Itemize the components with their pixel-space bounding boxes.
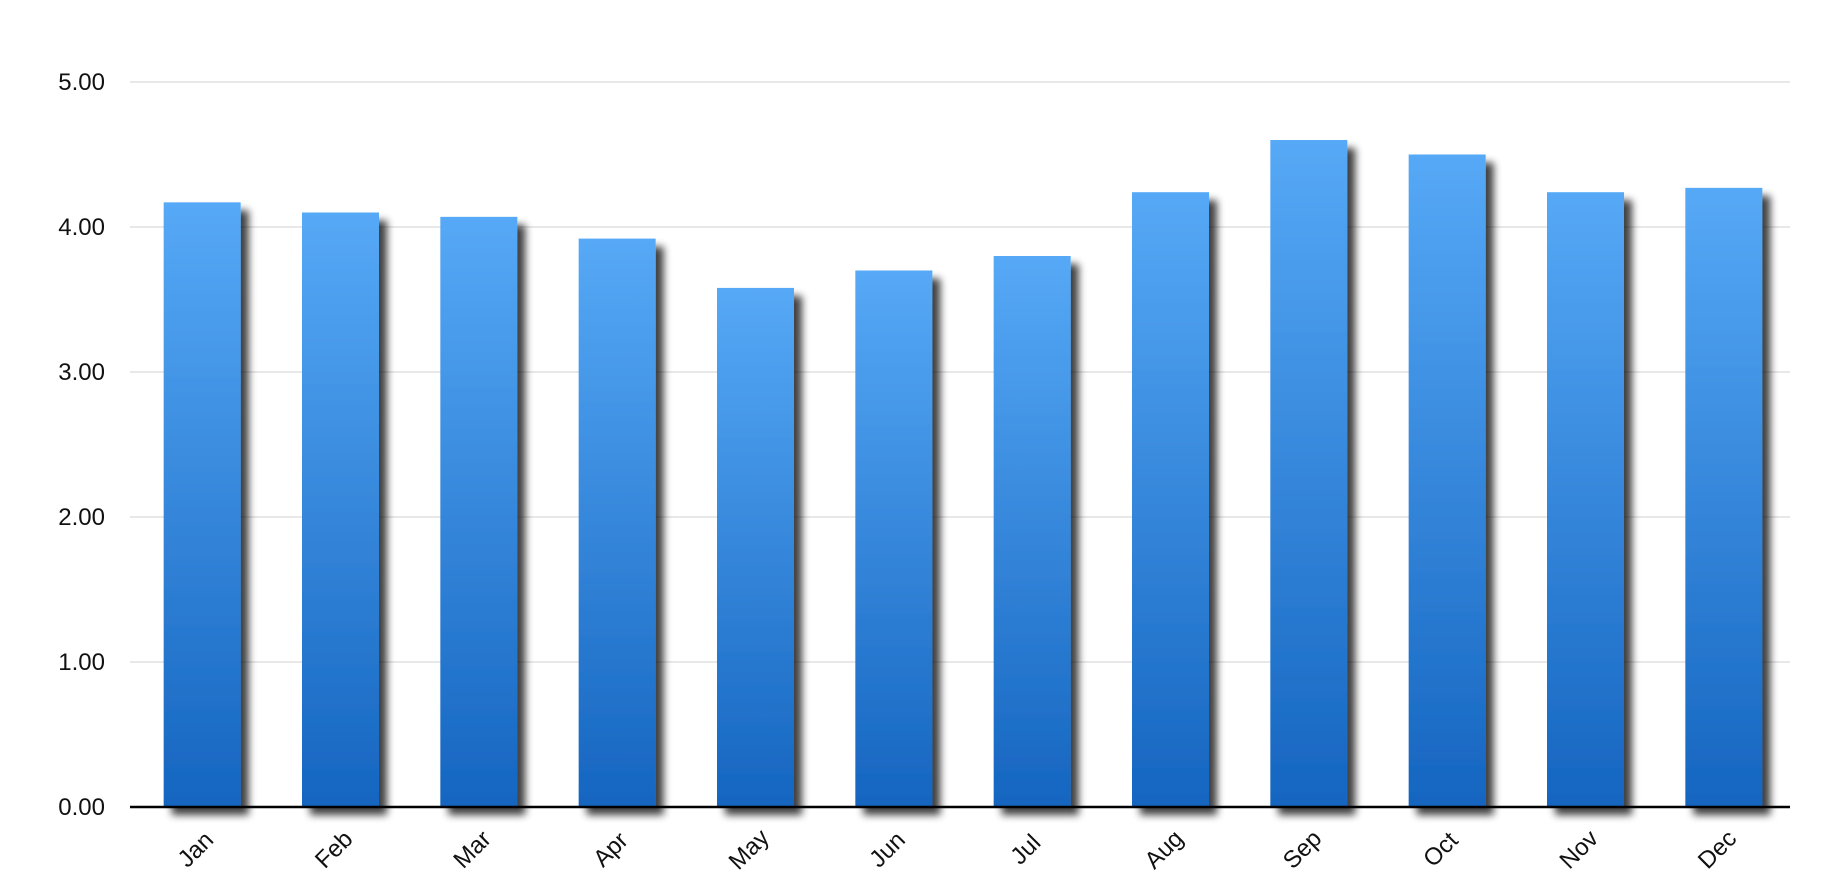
x-tick-label-may: May <box>724 824 775 875</box>
bar-jan <box>163 202 241 808</box>
x-axis-category-labels: Jan Feb Mar Apr May Jun Jul Aug Sep Oct Nov Dec <box>173 824 1743 875</box>
bar-oct <box>1408 154 1486 807</box>
bar-nov <box>1547 192 1624 807</box>
gridlines <box>130 81 1790 663</box>
x-tick-label-feb: Feb <box>310 826 358 874</box>
bar-sep <box>1270 140 1348 807</box>
x-tick-label-aug: Aug <box>1140 825 1189 874</box>
x-tick-label-apr: Apr <box>588 827 634 873</box>
y-axis-tick-labels: 0.00 1.00 2.00 3.00 4.00 5.00 <box>58 69 105 821</box>
y-tick-label: 2.00 <box>58 504 105 531</box>
y-tick-label: 0.00 <box>58 794 105 821</box>
x-tick-label-sep: Sep <box>1278 825 1327 874</box>
y-tick-label: 3.00 <box>58 359 105 386</box>
x-tick-label-oct: Oct <box>1418 827 1464 873</box>
x-tick-label-mar: Mar <box>448 826 496 874</box>
y-tick-label: 4.00 <box>58 214 105 241</box>
x-tick-label-jul: Jul <box>1005 829 1046 870</box>
bar-jul <box>993 256 1071 807</box>
bar-jun <box>855 270 933 807</box>
bar-mar <box>440 216 518 808</box>
bar-aug <box>1132 192 1209 807</box>
bars <box>163 140 1763 808</box>
bar-may <box>717 287 794 807</box>
bar-apr <box>578 238 656 808</box>
x-tick-label-dec: Dec <box>1693 825 1742 874</box>
x-tick-label-nov: Nov <box>1555 825 1604 874</box>
y-tick-label: 1.00 <box>58 649 105 676</box>
x-tick-label-jan: Jan <box>173 826 219 872</box>
y-tick-label: 5.00 <box>58 69 105 96</box>
bar-feb <box>302 212 379 807</box>
bar-dec <box>1685 187 1763 808</box>
x-tick-label-jun: Jun <box>864 826 910 872</box>
